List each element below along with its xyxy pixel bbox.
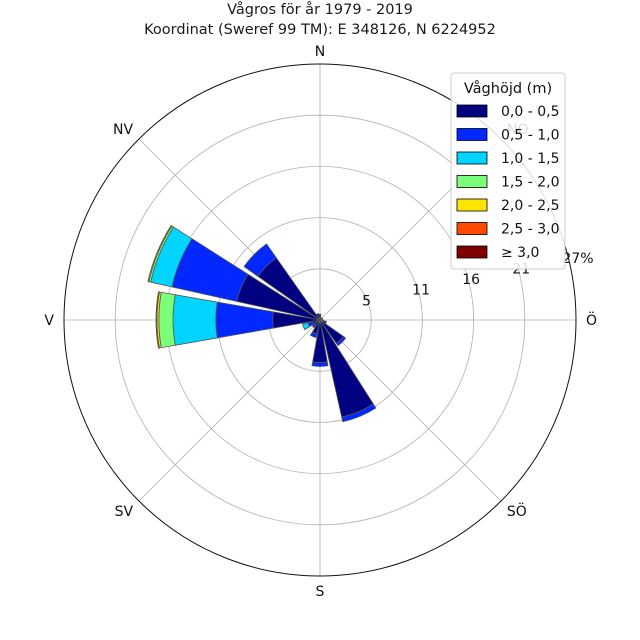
grid-spoke <box>319 319 502 502</box>
legend-entry: 2,5 - 3,0 <box>501 222 559 238</box>
direction-label-V: V <box>44 313 54 329</box>
legend: Våghöjd (m) 0,0 - 0,5 0,5 - 1,0 1,0 - 1,5 1,… <box>450 72 566 270</box>
legend-entry: 2,0 - 2,5 <box>501 198 559 214</box>
rose-bar-SSO-bin-1 <box>341 403 377 423</box>
legend-swatch <box>456 198 488 212</box>
legend-swatch <box>456 151 488 165</box>
polar-grid <box>63 63 577 577</box>
rose-bar-SÖ-bin-1 <box>335 335 347 347</box>
rose-bar-V-bin-5 <box>155 291 160 349</box>
rose-bar-V-bin-2 <box>172 294 218 346</box>
chart-subtitle: Koordinat (Sweref 99 TM): E 348126, N 62… <box>144 22 496 38</box>
radial-tick-label: 11 <box>412 283 430 299</box>
legend-entry: 1,5 - 2,0 <box>501 175 559 191</box>
legend-title: Våghöjd (m) <box>464 80 552 97</box>
grid-ring <box>114 114 526 526</box>
radial-tick-label: 16 <box>462 272 480 288</box>
direction-label-NV: NV <box>113 122 133 138</box>
direction-label-N: N <box>315 44 325 60</box>
direction-label-SÖ: SÖ <box>507 502 527 520</box>
legend-entry: 0,0 - 0,5 <box>501 104 559 120</box>
legend-swatch <box>456 128 488 141</box>
rose-bar-V-bin-3 <box>158 291 176 349</box>
legend-entry: 0,5 - 1,0 <box>501 128 559 144</box>
legend-swatch <box>456 222 488 235</box>
direction-label-S: S <box>316 584 325 600</box>
rose-bar-SV-bin-1 <box>311 323 317 329</box>
rose-bar-VNV-bin-4 <box>147 224 173 283</box>
rose-bar-S-bin-1 <box>311 361 329 367</box>
legend-entry: ≥ 3,0 <box>501 245 539 261</box>
rose-bar-NNV-bin-0 <box>315 313 321 321</box>
rose-bar-SSO-bin-0 <box>319 319 374 418</box>
outer-ring <box>63 63 577 577</box>
legend-entry: 1,0 - 1,5 <box>501 151 559 167</box>
radial-tick-label: 27% <box>562 251 593 267</box>
grid-spoke <box>138 319 321 502</box>
rose-bars <box>147 224 377 423</box>
radial-tick-label: 5 <box>362 293 371 309</box>
rose-bar-SSV-bin-1 <box>309 331 318 339</box>
legend-swatch <box>456 104 488 118</box>
direction-label-SV: SV <box>115 504 134 520</box>
direction-label-Ö: Ö <box>586 311 597 329</box>
polar-labels: 511162127%NNOÖSÖSSVVNV <box>44 44 597 600</box>
rose-bar-VSV-bin-2 <box>301 322 311 331</box>
chart-title: Vågros för år 1979 - 2019 <box>227 1 413 18</box>
legend-swatch <box>456 245 488 259</box>
legend-swatch <box>456 175 488 188</box>
rose-bar-NV-bin-1 <box>243 243 277 277</box>
legend-box <box>450 72 566 270</box>
